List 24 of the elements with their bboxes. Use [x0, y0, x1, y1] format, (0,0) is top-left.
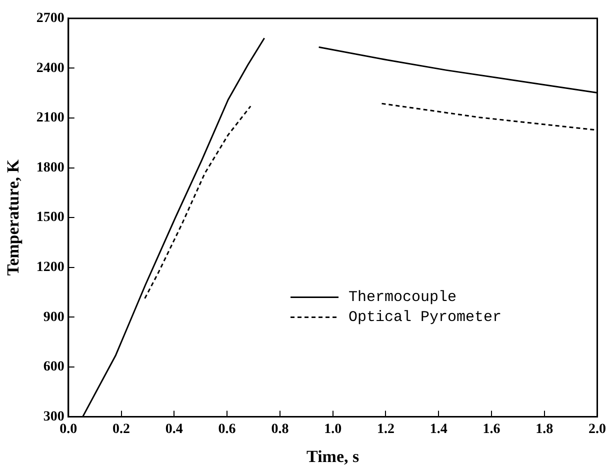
x-tick-label: 0.0 [60, 422, 78, 437]
y-axis-title: Temperature, K [4, 158, 23, 276]
y-tick-label: 1500 [36, 210, 64, 226]
x-tick-label: 1.6 [482, 422, 500, 437]
x-tick-label: 0.2 [112, 422, 130, 437]
x-tick-label: 0.4 [165, 422, 183, 437]
x-tick-label: 2.0 [588, 422, 606, 437]
y-tick-label: 1200 [36, 260, 64, 276]
x-tick-label: 1.8 [536, 422, 554, 437]
legend-label: Optical Pyrometer [348, 309, 502, 326]
x-tick-label: 0.8 [271, 422, 289, 437]
y-tick-label: 300 [43, 409, 64, 424]
x-tick-label: 1.0 [324, 422, 342, 437]
legend-label: Thermocouple [348, 289, 457, 306]
x-tick-label: 1.2 [376, 422, 394, 437]
y-tick-label: 2700 [36, 11, 64, 26]
y-tick-label: 600 [43, 360, 64, 375]
y-tick-label: 900 [43, 310, 64, 325]
x-tick-label: 0.6 [218, 422, 236, 437]
y-tick-label: 2100 [36, 110, 64, 126]
x-tick-label: 1.4 [430, 422, 448, 437]
y-tick-label: 1800 [36, 160, 64, 176]
y-tick-label: 2400 [36, 60, 64, 76]
x-axis-title: Time, s [306, 447, 360, 466]
